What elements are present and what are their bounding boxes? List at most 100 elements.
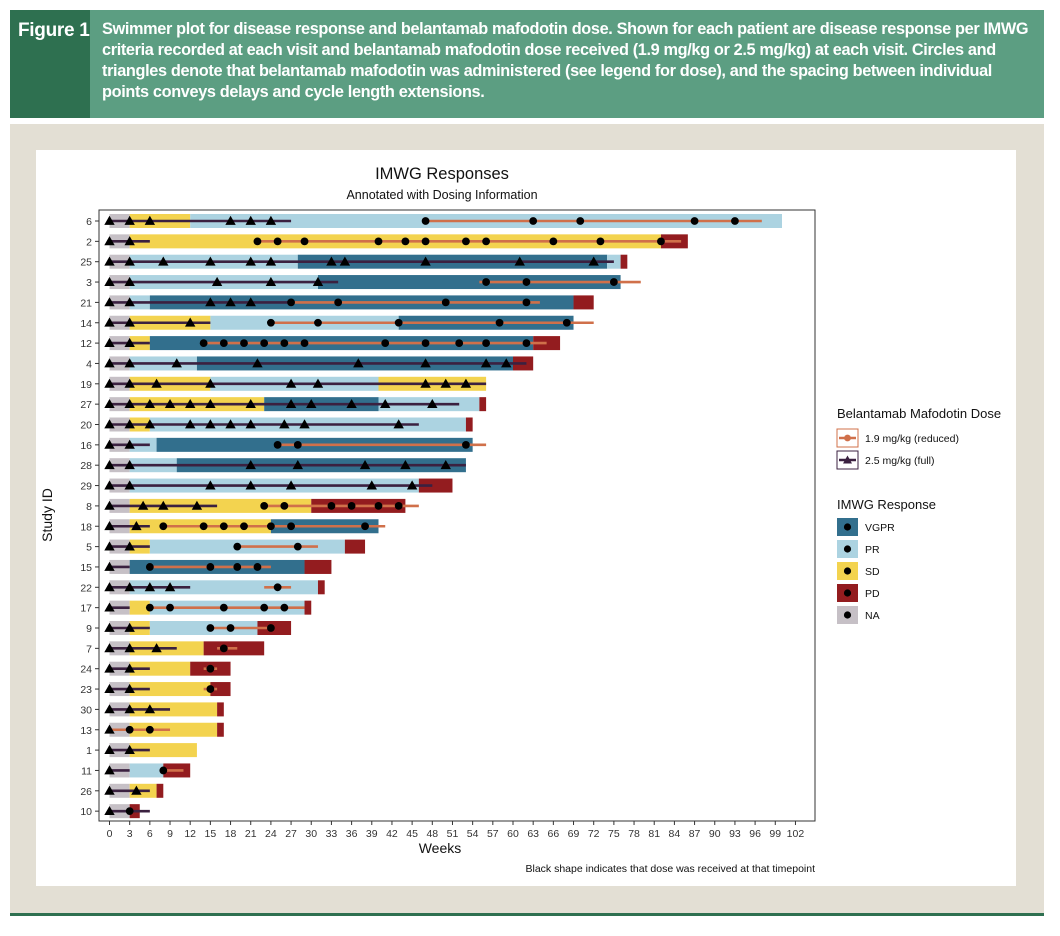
x-tick-label: 84 xyxy=(669,828,681,840)
y-tick-label: 28 xyxy=(80,460,92,472)
dose-circle-marker xyxy=(125,725,134,734)
dose-triangle-marker xyxy=(124,460,135,470)
x-axis: 0 3 6 9 12 15 18 21 24 27 30 33 36 39 42 45 48 51 54 57 60 63… xyxy=(107,821,804,840)
dose-circle-marker xyxy=(287,522,295,531)
dose-triangle-marker xyxy=(265,215,277,225)
chart-subtitle: Annotated with Dosing Information xyxy=(346,188,537,202)
dose-triangle-marker xyxy=(144,704,156,714)
dose-triangle-marker xyxy=(205,398,216,409)
dose-circle-marker xyxy=(462,237,470,246)
dose-circle-marker xyxy=(334,298,343,307)
dose-triangle-marker xyxy=(420,358,431,368)
response-segment-pd xyxy=(156,783,164,798)
dose-triangle-marker xyxy=(252,358,263,368)
y-tick-label: 6 xyxy=(86,216,92,228)
y-tick-label: 3 xyxy=(86,277,92,289)
legend-key-dot xyxy=(843,523,852,531)
plot-border xyxy=(98,209,816,822)
patient-row xyxy=(104,336,561,351)
x-tick-label: 30 xyxy=(305,828,317,840)
dose-triangle-marker xyxy=(104,724,115,734)
dose-triangle-marker xyxy=(245,215,256,225)
dose-circle-marker xyxy=(394,318,403,327)
dose-circle-marker xyxy=(549,237,558,246)
dose-circle-marker xyxy=(206,563,215,571)
x-tick-label: 54 xyxy=(467,828,479,840)
x-tick-label: 87 xyxy=(689,828,701,840)
response-segment-pd xyxy=(304,600,312,615)
dose-triangle-marker xyxy=(144,582,156,592)
dose-circle-marker xyxy=(125,807,134,816)
dose-triangle-marker xyxy=(124,256,135,266)
dose-circle-marker xyxy=(421,339,430,347)
dose-circle-marker xyxy=(482,278,490,286)
dose-triangle-marker xyxy=(104,419,115,429)
dose-circle-marker xyxy=(280,603,289,612)
patient-row xyxy=(104,376,487,391)
y-tick-label: 23 xyxy=(80,684,92,696)
dose-triangle-marker xyxy=(124,704,135,714)
chart-title: IMWG Responses xyxy=(375,165,509,183)
patient-row xyxy=(104,621,292,635)
dose-triangle-marker xyxy=(124,663,135,673)
x-tick-label: 63 xyxy=(527,828,539,840)
dose-circle-marker xyxy=(267,624,275,632)
y-tick-label: 19 xyxy=(80,379,92,391)
dose-circle-marker xyxy=(267,522,275,531)
dose-circle-marker xyxy=(482,339,490,347)
patient-row xyxy=(104,356,534,371)
x-tick-label: 66 xyxy=(548,828,560,840)
response-segment-sd xyxy=(129,743,197,758)
dose-circle-marker xyxy=(495,318,504,327)
dose-circle-marker xyxy=(166,603,174,612)
dose-triangle-marker xyxy=(164,398,176,409)
patient-row xyxy=(104,437,487,452)
patient-row xyxy=(104,641,265,656)
dose-circle-marker xyxy=(280,339,289,347)
dose-circle-marker xyxy=(280,502,289,510)
dose-triangle-marker xyxy=(427,398,438,409)
legend-dose-item: 2.5 mg/kg (full) xyxy=(836,450,934,470)
x-tick-label: 12 xyxy=(184,828,196,840)
dose-triangle-marker xyxy=(131,785,142,795)
dose-triangle-marker xyxy=(104,276,115,286)
dose-triangle-marker xyxy=(171,358,182,368)
dose-circle-marker xyxy=(159,766,168,775)
patient-row xyxy=(104,275,641,290)
y-tick-label: 22 xyxy=(80,582,92,594)
dose-triangle-marker xyxy=(104,561,115,571)
dose-triangle-marker xyxy=(265,276,277,286)
dose-triangle-marker xyxy=(359,460,371,470)
dose-triangle-marker xyxy=(104,460,115,470)
dose-triangle-marker xyxy=(104,521,115,531)
dose-triangle-marker xyxy=(104,663,115,673)
dose-triangle-marker xyxy=(514,256,525,266)
x-tick-label: 42 xyxy=(386,828,398,840)
legend-response-label: NA xyxy=(865,610,880,622)
patient-row xyxy=(104,254,628,269)
x-axis-label: Weeks xyxy=(419,840,462,856)
dose-circle-marker xyxy=(381,339,390,347)
dose-triangle-marker xyxy=(185,317,196,327)
x-tick-label: 21 xyxy=(245,828,257,840)
dose-triangle-marker xyxy=(124,398,135,409)
dose-triangle-marker xyxy=(104,398,115,409)
dose-triangle-marker xyxy=(440,460,451,470)
dose-triangle-marker xyxy=(245,460,256,470)
legend-response-item: PR xyxy=(837,540,880,558)
figure-tag: Figure 1 xyxy=(10,10,90,118)
x-tick-label: 78 xyxy=(628,828,640,840)
dose-circle-marker xyxy=(576,217,585,225)
dose-circle-marker xyxy=(562,318,571,327)
x-tick-label: 75 xyxy=(608,828,620,840)
patient-row xyxy=(104,804,150,819)
dose-triangle-marker xyxy=(104,439,115,449)
dose-triangle-marker xyxy=(104,683,115,693)
plot-area xyxy=(104,214,782,819)
dose-triangle-marker xyxy=(501,358,512,368)
dose-triangle-marker xyxy=(205,297,216,307)
dose-circle-marker xyxy=(293,440,302,449)
dose-circle-marker xyxy=(374,502,383,510)
dose-circle-marker xyxy=(482,237,490,246)
patient-row xyxy=(104,397,487,412)
